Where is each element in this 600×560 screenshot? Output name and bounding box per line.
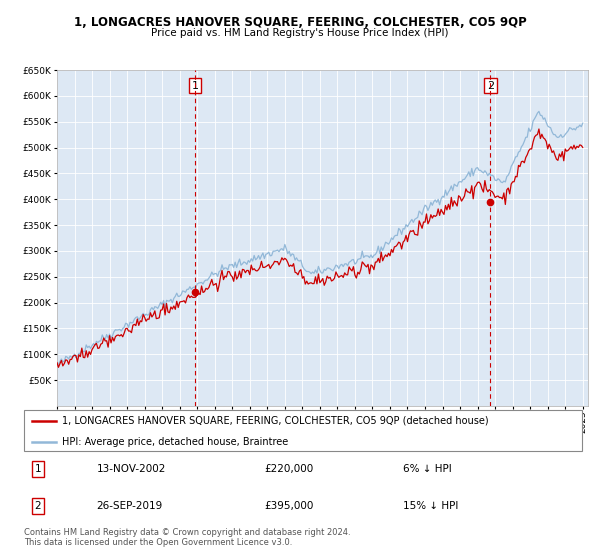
Text: £395,000: £395,000: [264, 501, 313, 511]
Text: 6% ↓ HPI: 6% ↓ HPI: [403, 464, 452, 474]
Text: 26-SEP-2019: 26-SEP-2019: [97, 501, 163, 511]
FancyBboxPatch shape: [24, 410, 582, 451]
Text: Contains HM Land Registry data © Crown copyright and database right 2024.
This d: Contains HM Land Registry data © Crown c…: [24, 528, 350, 547]
Text: 2: 2: [35, 501, 41, 511]
Text: 1, LONGACRES HANOVER SQUARE, FEERING, COLCHESTER, CO5 9QP: 1, LONGACRES HANOVER SQUARE, FEERING, CO…: [74, 16, 526, 29]
Text: Price paid vs. HM Land Registry's House Price Index (HPI): Price paid vs. HM Land Registry's House …: [151, 28, 449, 38]
Text: 1, LONGACRES HANOVER SQUARE, FEERING, COLCHESTER, CO5 9QP (detached house): 1, LONGACRES HANOVER SQUARE, FEERING, CO…: [62, 416, 488, 426]
Text: 1: 1: [35, 464, 41, 474]
Text: £220,000: £220,000: [264, 464, 313, 474]
Text: 1: 1: [191, 81, 199, 91]
Text: 2: 2: [487, 81, 494, 91]
Text: HPI: Average price, detached house, Braintree: HPI: Average price, detached house, Brai…: [62, 437, 288, 447]
Text: 15% ↓ HPI: 15% ↓ HPI: [403, 501, 459, 511]
Text: 13-NOV-2002: 13-NOV-2002: [97, 464, 166, 474]
